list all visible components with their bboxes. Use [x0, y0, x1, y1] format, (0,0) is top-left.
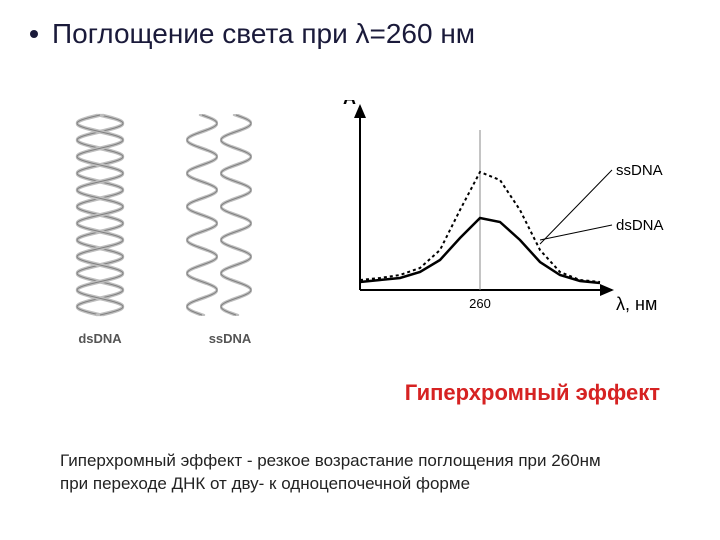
dsdna-block: dsDNA — [70, 110, 130, 346]
dsdna-label: dsDNA — [70, 331, 130, 346]
slide-title: Поглощение света при λ=260 нм — [52, 18, 475, 50]
hyperchromic-label: Гиперхромный эффект — [405, 380, 660, 406]
svg-text:dsDNA: dsDNA — [616, 217, 664, 234]
svg-text:ssDNA: ssDNA — [616, 162, 663, 179]
hyperchromic-text: Гиперхромный эффект — [405, 380, 660, 405]
absorbance-chart: ssDNA dsDNA A 260 λ, нм — [330, 100, 680, 360]
slide-title-row: Поглощение света при λ=260 нм — [30, 18, 475, 50]
ssdna-label: ssDNA — [180, 331, 280, 346]
dsdna-helix-icon — [70, 110, 130, 320]
caption-line-1: Гиперхромный эффект - резкое возрастание… — [60, 451, 601, 470]
svg-text:A: A — [343, 100, 356, 108]
caption: Гиперхромный эффект - резкое возрастание… — [60, 450, 660, 496]
ssdna-block: ssDNA — [180, 110, 280, 346]
svg-text:λ, нм: λ, нм — [616, 294, 657, 314]
chart-svg: ssDNA dsDNA A 260 λ, нм — [330, 100, 680, 360]
figure-area: dsDNA ssDNA ssDNA dsDNA A 260 λ, нм — [40, 100, 680, 360]
bullet-icon — [30, 30, 38, 38]
svg-text:260: 260 — [469, 296, 491, 311]
ssdna-helix-icon — [180, 110, 280, 320]
caption-line-2: при переходе ДНК от дву- к одноцепочечно… — [60, 474, 470, 493]
